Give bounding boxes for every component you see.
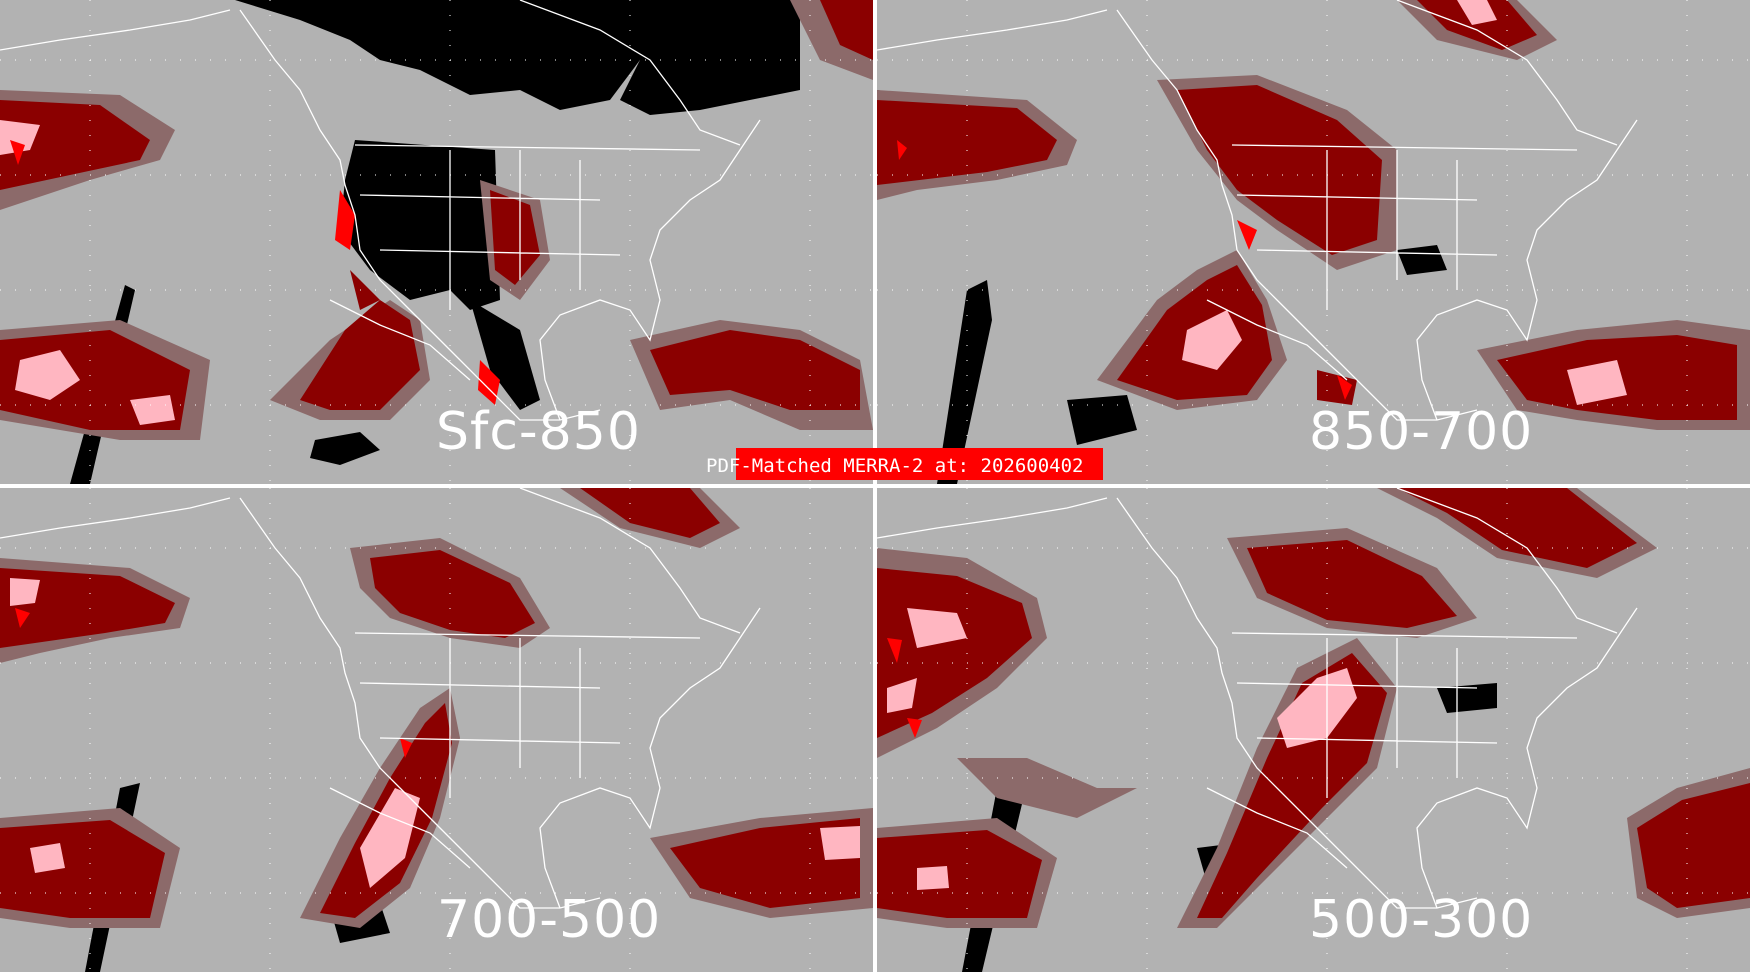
title-banner (736, 448, 1103, 480)
high-regions (0, 120, 175, 425)
high-regions (10, 578, 860, 888)
panel-map-graphic (877, 0, 1750, 484)
coastline-and-borders (0, 488, 761, 909)
extreme-regions (15, 608, 412, 758)
panel-label: 850-700 (1309, 402, 1534, 462)
coastline-and-borders (0, 0, 761, 421)
map-panel-700-500: 700-500 (0, 488, 873, 972)
panel-label: Sfc-850 (436, 402, 641, 462)
map-panel-850-700: 850-700 (877, 0, 1750, 484)
nodata-regions (0, 0, 800, 484)
extreme-regions (897, 140, 1352, 400)
map-panel-500-300: 500-300 (877, 488, 1750, 972)
high-regions (887, 608, 1357, 890)
coastline-and-borders (877, 0, 1638, 421)
panel-map-graphic (877, 488, 1750, 972)
coastline-and-borders (877, 488, 1638, 909)
map-panel-sfc-850: Sfc-850 (0, 0, 873, 484)
medium-regions (877, 0, 1737, 420)
panel-map-graphic (0, 0, 873, 484)
panel-label: 700-500 (437, 890, 662, 950)
panel-map-graphic (0, 488, 873, 972)
title-banner-text: PDF-Matched MERRA-2 at: 202600402 (706, 455, 1084, 477)
high-regions (1182, 0, 1627, 405)
extreme-regions (887, 638, 922, 738)
panel-label: 500-300 (1309, 890, 1534, 950)
